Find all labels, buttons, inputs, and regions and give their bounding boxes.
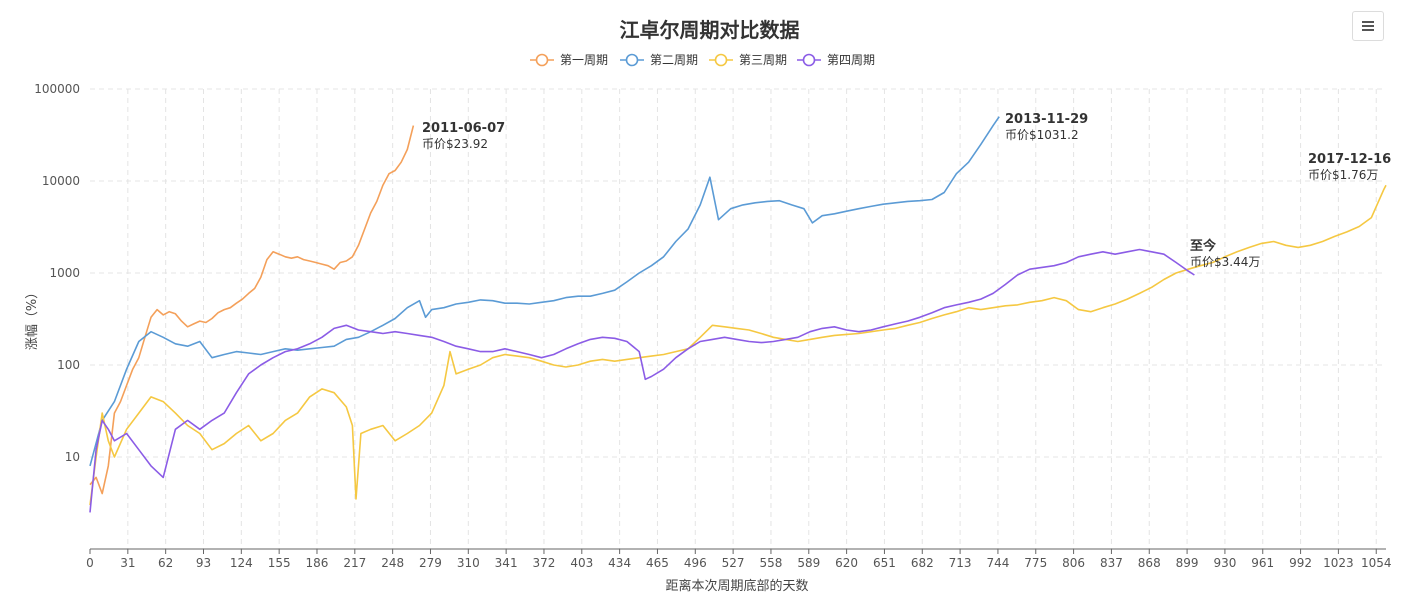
series-layer: [89, 116, 1387, 513]
legend-item-3[interactable]: 第三周期: [709, 53, 787, 67]
annotation-price: 币价$23.92: [422, 137, 488, 151]
legend-marker: [535, 53, 549, 67]
annotation-date: 至今: [1190, 238, 1217, 254]
x-tick-label: 31: [120, 556, 135, 570]
series-line-4: [89, 248, 1195, 513]
x-tick-label: 1054: [1361, 556, 1392, 570]
legend-label: 第四周期: [827, 53, 875, 67]
x-tick-label: 837: [1100, 556, 1123, 570]
y-tick-label: 100: [57, 358, 80, 372]
y-tick-label: 1000: [49, 266, 80, 280]
legend: 第一周期 第二周期 第三周期 第四周期: [530, 53, 875, 67]
x-tick-label: 527: [722, 556, 745, 570]
annotation-date: 2011-06-07: [422, 121, 505, 136]
x-tick-label: 620: [835, 556, 858, 570]
x-tick-label: 589: [797, 556, 820, 570]
x-tick-label: 496: [684, 556, 707, 570]
x-tick-label: 806: [1062, 556, 1085, 570]
x-tick-label: 992: [1289, 556, 1312, 570]
x-tick-label: 682: [911, 556, 934, 570]
x-tick-label: 651: [873, 556, 896, 570]
x-tick-label: 558: [759, 556, 782, 570]
x-tick-label: 341: [495, 556, 518, 570]
legend-marker: [802, 53, 816, 67]
x-tick-label: 62: [158, 556, 173, 570]
annotation-date: 2017-12-16: [1308, 152, 1391, 167]
y-tick-label: 10: [65, 450, 80, 464]
series-line-2: [89, 116, 1000, 467]
annotation-price: 币价$1031.2: [1005, 128, 1079, 142]
x-tick-label: 775: [1024, 556, 1047, 570]
x-tick-label: 899: [1176, 556, 1199, 570]
axes: 10 100 1000 10000 100000 0 31 62 93 124 155 186 217 2…: [34, 82, 1391, 570]
series-line-1: [89, 125, 415, 495]
legend-marker: [714, 53, 728, 67]
x-tick-label: 279: [419, 556, 442, 570]
hamburger-menu-icon: [1362, 21, 1374, 31]
legend-label: 第二周期: [650, 53, 698, 67]
x-tick-label: 434: [608, 556, 631, 570]
x-tick-label: 713: [949, 556, 972, 570]
annotation-price: 币价$3.44万: [1190, 255, 1260, 269]
x-tick-label: 310: [457, 556, 480, 570]
x-tick-label: 217: [343, 556, 366, 570]
x-tick-label: 868: [1138, 556, 1161, 570]
x-tick-label: 93: [196, 556, 211, 570]
x-tick-label: 930: [1213, 556, 1236, 570]
x-tick-label: 155: [268, 556, 291, 570]
legend-label: 第三周期: [739, 53, 787, 67]
chart-title: 江卓尔周期对比数据: [619, 18, 800, 42]
legend-label: 第一周期: [560, 53, 608, 67]
x-tick-label: 403: [570, 556, 593, 570]
legend-item-1[interactable]: 第一周期: [530, 53, 608, 67]
legend-item-2[interactable]: 第二周期: [620, 53, 698, 67]
x-tick-label: 744: [986, 556, 1009, 570]
x-tick-label: 186: [306, 556, 329, 570]
y-axis-label: 涨幅（%）: [25, 286, 40, 350]
grid-lines: [90, 88, 1386, 549]
x-tick-label: 465: [646, 556, 669, 570]
x-tick-label: 248: [381, 556, 404, 570]
hamburger-menu-button[interactable]: [1352, 11, 1384, 41]
annotation-date: 2013-11-29: [1005, 112, 1088, 127]
x-tick-label: 961: [1251, 556, 1274, 570]
annotation-price: 币价$1.76万: [1308, 168, 1378, 182]
y-tick-label: 10000: [42, 174, 80, 188]
x-tick-label: 1023: [1323, 556, 1354, 570]
y-tick-label: 100000: [34, 82, 80, 96]
x-tick-label: 124: [230, 556, 253, 570]
x-tick-label: 0: [86, 556, 94, 570]
x-axis-label: 距离本次周期底部的天数: [665, 578, 808, 594]
legend-item-4[interactable]: 第四周期: [797, 53, 875, 67]
series-line-3: [89, 184, 1387, 506]
legend-marker: [625, 53, 639, 67]
x-tick-label: 372: [533, 556, 556, 570]
